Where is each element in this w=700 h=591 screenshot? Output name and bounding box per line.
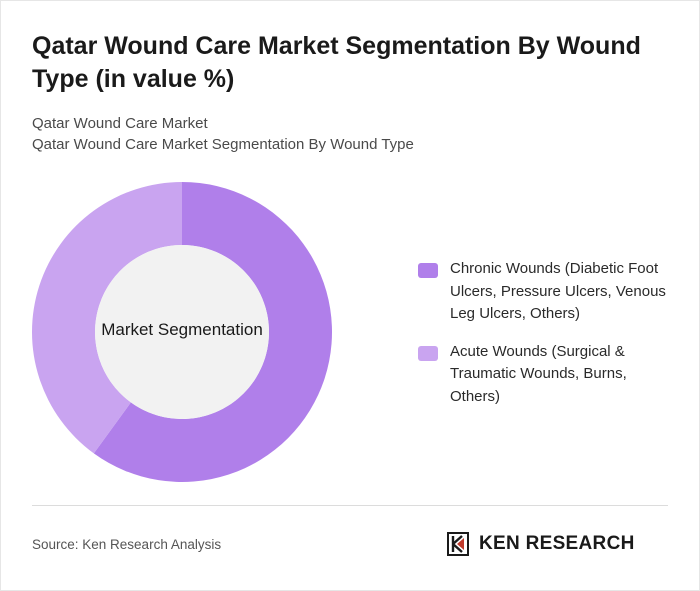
donut-slice-1 — [93, 182, 332, 482]
legend-item: Acute Wounds (Surgical & Traumatic Wound… — [418, 341, 680, 409]
brand-name: KEN RESEARCH — [479, 533, 635, 554]
source-note: Source: Ken Research Analysis — [32, 537, 222, 552]
legend-label: Chronic Wounds (Diabetic Foot Ulcers, Pr… — [450, 260, 666, 322]
subtitle-line-2: Qatar Wound Care Market Segmentation By … — [32, 136, 414, 153]
legend-label: Acute Wounds (Surgical & Traumatic Wound… — [450, 342, 627, 405]
footer-divider — [32, 505, 668, 506]
donut-hole — [95, 245, 269, 419]
donut-slice-2 — [32, 182, 183, 454]
legend-item: Chronic Wounds (Diabetic Foot Ulcers, Pr… — [418, 258, 680, 326]
donut-center-label: Market Segmentation — [101, 320, 263, 339]
ken-research-logo: KEN RESEARCH — [447, 531, 635, 557]
legend-swatch — [418, 345, 438, 361]
legend-swatch — [418, 263, 438, 278]
donut-chart — [32, 182, 332, 482]
ken-research-logo-icon — [447, 532, 469, 556]
subtitle-line-1: Qatar Wound Care Market — [32, 115, 208, 132]
chart-title: Qatar Wound Care Market Segmentation By … — [32, 32, 641, 93]
chart-legend: Chronic Wounds (Diabetic Foot Ulcers, Pr… — [418, 258, 680, 423]
chart-subtitle: Qatar Wound Care Market Qatar Wound Care… — [32, 113, 414, 155]
